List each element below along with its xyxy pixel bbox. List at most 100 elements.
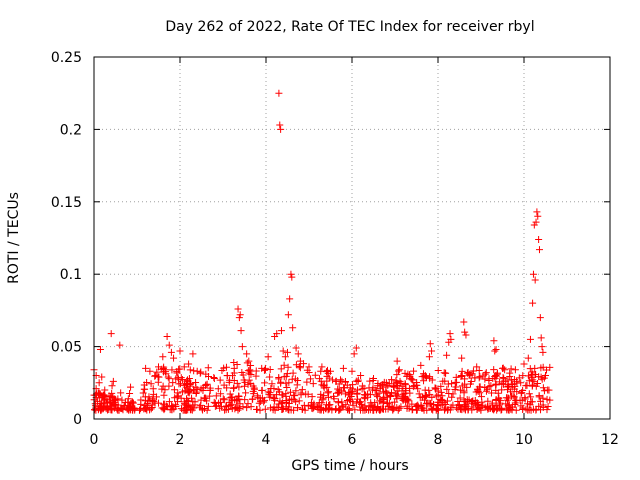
data-point bbox=[124, 398, 132, 406]
data-point bbox=[395, 384, 403, 392]
data-point bbox=[212, 392, 220, 400]
data-point bbox=[485, 404, 493, 412]
data-point bbox=[126, 390, 134, 398]
data-point bbox=[170, 386, 178, 394]
data-point bbox=[538, 343, 546, 351]
data-point bbox=[482, 369, 490, 377]
data-point bbox=[402, 384, 410, 392]
data-point bbox=[540, 387, 548, 395]
data-point bbox=[157, 365, 165, 373]
data-point bbox=[107, 330, 115, 338]
data-point bbox=[159, 382, 167, 390]
data-point bbox=[161, 386, 169, 394]
data-point bbox=[303, 366, 311, 374]
data-point bbox=[528, 382, 536, 390]
data-point bbox=[367, 399, 375, 407]
data-point bbox=[324, 369, 332, 377]
data-point bbox=[261, 364, 269, 372]
data-point bbox=[524, 406, 532, 414]
data-point bbox=[477, 403, 485, 411]
data-point bbox=[417, 402, 425, 410]
data-point bbox=[221, 406, 229, 414]
data-point bbox=[174, 392, 182, 400]
data-point bbox=[345, 389, 353, 397]
data-point bbox=[439, 377, 447, 385]
data-point bbox=[220, 364, 228, 372]
data-point bbox=[147, 380, 155, 388]
data-point bbox=[393, 379, 401, 387]
data-point bbox=[298, 406, 306, 414]
data-point bbox=[238, 343, 246, 351]
data-point bbox=[192, 389, 200, 397]
data-point bbox=[489, 375, 497, 383]
data-point bbox=[334, 389, 342, 397]
data-point bbox=[146, 367, 154, 375]
data-point bbox=[491, 347, 499, 355]
data-point bbox=[190, 404, 198, 412]
data-point bbox=[270, 385, 278, 393]
x-tick-label: 8 bbox=[434, 432, 443, 448]
data-point bbox=[129, 399, 137, 407]
data-point bbox=[523, 381, 531, 389]
data-point bbox=[332, 377, 340, 385]
y-tick-label: 0.1 bbox=[60, 267, 82, 283]
data-point bbox=[258, 386, 266, 394]
data-point bbox=[451, 379, 459, 387]
data-point bbox=[196, 369, 204, 377]
data-point bbox=[158, 385, 166, 393]
data-point bbox=[282, 405, 290, 413]
data-point bbox=[173, 368, 181, 376]
data-point bbox=[482, 387, 490, 395]
data-point bbox=[531, 364, 539, 372]
data-point bbox=[99, 402, 107, 410]
data-point bbox=[468, 397, 476, 405]
data-point bbox=[388, 376, 396, 384]
data-point bbox=[437, 382, 445, 390]
data-point bbox=[534, 212, 542, 220]
data-point bbox=[407, 375, 415, 383]
data-point bbox=[360, 393, 368, 401]
data-point bbox=[277, 365, 285, 373]
data-point bbox=[244, 400, 252, 408]
data-point bbox=[174, 389, 182, 397]
data-point bbox=[396, 377, 404, 385]
data-point bbox=[425, 353, 433, 361]
data-point bbox=[457, 372, 465, 380]
data-point bbox=[100, 396, 108, 404]
data-point bbox=[530, 378, 538, 386]
data-point bbox=[456, 386, 464, 394]
data-point bbox=[277, 327, 285, 335]
data-point bbox=[235, 392, 243, 400]
data-point bbox=[426, 340, 434, 348]
data-point bbox=[476, 373, 484, 381]
data-point bbox=[160, 391, 168, 399]
data-point bbox=[511, 400, 519, 408]
data-point bbox=[163, 332, 171, 340]
data-point bbox=[199, 386, 207, 394]
data-point bbox=[113, 405, 121, 413]
data-point bbox=[284, 363, 292, 371]
data-point bbox=[282, 398, 290, 406]
data-point bbox=[406, 371, 414, 379]
data-point bbox=[532, 405, 540, 413]
data-point bbox=[536, 314, 544, 322]
data-point bbox=[479, 372, 487, 380]
data-point bbox=[186, 381, 194, 388]
data-point bbox=[292, 361, 300, 369]
data-point bbox=[350, 350, 358, 358]
data-point bbox=[493, 406, 501, 414]
data-point bbox=[108, 389, 116, 397]
data-point bbox=[448, 380, 456, 388]
x-tick-label: 10 bbox=[515, 432, 533, 448]
data-point bbox=[103, 403, 111, 411]
data-point bbox=[537, 334, 545, 342]
data-point bbox=[366, 391, 374, 399]
data-point bbox=[434, 367, 442, 375]
data-point bbox=[288, 375, 296, 383]
data-point bbox=[214, 385, 222, 393]
data-point bbox=[438, 392, 446, 400]
data-point bbox=[101, 386, 109, 394]
data-point bbox=[264, 353, 272, 361]
data-point bbox=[276, 121, 284, 129]
data-point bbox=[508, 381, 516, 389]
